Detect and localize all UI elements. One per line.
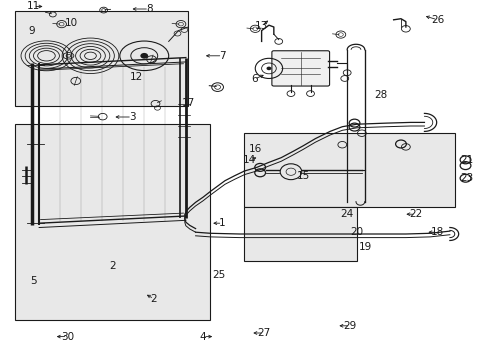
Text: 14: 14 (242, 155, 256, 165)
Text: 3: 3 (128, 112, 135, 122)
Text: 25: 25 (212, 270, 225, 280)
Text: 11: 11 (26, 1, 40, 12)
Text: 18: 18 (430, 227, 444, 237)
Text: 7: 7 (219, 51, 225, 61)
Text: 16: 16 (248, 144, 262, 154)
Circle shape (266, 67, 271, 70)
FancyBboxPatch shape (271, 51, 329, 86)
Bar (244, 133, 454, 207)
Bar (15, 124, 210, 320)
Text: 17: 17 (181, 98, 195, 108)
Text: 15: 15 (296, 171, 309, 181)
Text: 5: 5 (30, 276, 37, 286)
Bar (244, 207, 356, 261)
Text: 24: 24 (340, 209, 353, 219)
Text: 29: 29 (343, 321, 356, 331)
Text: 8: 8 (145, 4, 152, 14)
Text: 2: 2 (109, 261, 116, 271)
Text: 20: 20 (350, 227, 363, 237)
Text: 9: 9 (28, 26, 35, 36)
Text: 19: 19 (358, 242, 372, 252)
Bar (15, 11, 188, 106)
Text: 27: 27 (257, 328, 270, 338)
Text: 12: 12 (129, 72, 142, 82)
Text: 28: 28 (373, 90, 386, 100)
Text: 1: 1 (219, 218, 225, 228)
Text: 6: 6 (250, 74, 257, 84)
Text: 22: 22 (408, 209, 422, 219)
Text: 13: 13 (254, 21, 268, 31)
Text: 2: 2 (150, 294, 157, 304)
Text: 4: 4 (199, 332, 206, 342)
Text: 21: 21 (459, 155, 473, 165)
Text: 10: 10 (64, 18, 77, 28)
Text: 26: 26 (430, 15, 444, 25)
Text: 30: 30 (61, 332, 74, 342)
Text: 23: 23 (459, 173, 473, 183)
Circle shape (140, 53, 148, 59)
